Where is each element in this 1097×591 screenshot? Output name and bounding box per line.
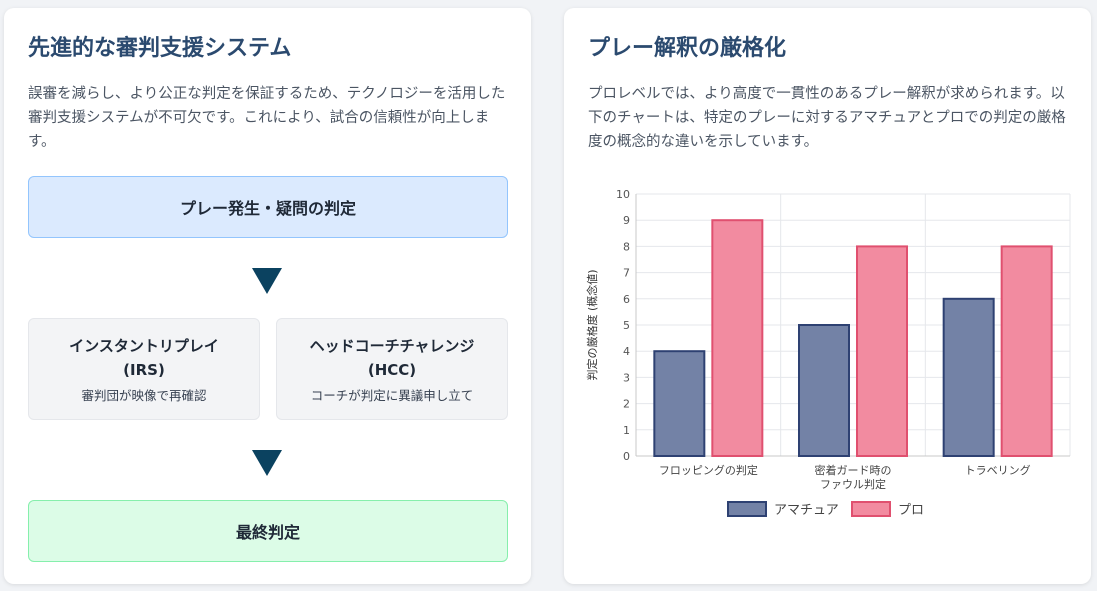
strictness-bar-chart: 0 1 2 3 4 5 6 7 8 9 10 判定の厳格度 (概念値) フロッピングの判定 密着ガード時の… <box>585 188 1071 518</box>
referee-system-card: 先進的な審判支援システム 誤審を減らし、より公正な判定を保証するため、テクノロジ… <box>4 8 531 584</box>
card-description: プロレベルでは、より高度で一貫性のあるプレー解釈が求められます。以下のチャートは… <box>588 86 1066 150</box>
bar-amateur <box>798 324 850 457</box>
flow-step-label: 最終判定 <box>235 523 300 542</box>
flow-step-play: プレー発生・疑問の判定 <box>28 176 508 238</box>
y-tick-label: 9 <box>623 214 630 227</box>
down-arrow-icon <box>252 268 282 294</box>
legend-label: プロ <box>898 503 924 518</box>
card-title: プレー解釈の厳格化 <box>588 36 787 61</box>
y-tick-label: 0 <box>623 450 630 463</box>
y-tick-label: 8 <box>623 240 630 253</box>
interpretation-card: プレー解釈の厳格化 プロレベルでは、より高度で一貫性のあるプレー解釈が求められま… <box>564 8 1091 584</box>
flow-step-label: プレー発生・疑問の判定 <box>179 199 356 218</box>
y-tick-label: 3 <box>623 371 630 384</box>
flow-step-irs: インスタントリプレイ (IRS) 審判団が映像で再確認 <box>28 318 260 420</box>
down-arrow-icon <box>252 450 282 476</box>
x-tick-label: ファウル判定 <box>820 477 886 491</box>
flow-step-final: 最終判定 <box>28 500 508 562</box>
x-tick-label: 密着ガード時の <box>815 463 892 477</box>
y-axis-label: 判定の厳格度 (概念値) <box>585 269 599 380</box>
x-tick-label: フロッピングの判定 <box>659 463 758 477</box>
bar-amateur <box>653 350 706 457</box>
legend-label: アマチュア <box>774 503 839 518</box>
y-tick-label: 2 <box>623 398 630 411</box>
y-tick-label: 5 <box>623 319 630 332</box>
irs-caption: 審判団が映像で再確認 <box>81 388 207 403</box>
bar-pro <box>856 245 908 458</box>
hcc-caption: コーチが判定に異議申し立て <box>310 388 474 403</box>
irs-title: インスタントリプレイ <box>69 337 219 355</box>
card-title: 先進的な審判支援システム <box>28 36 292 61</box>
y-tick-label: 7 <box>623 267 630 280</box>
legend-swatch <box>851 501 891 517</box>
bar-amateur <box>942 297 995 457</box>
hcc-title: ヘッドコーチチャレンジ <box>309 337 475 355</box>
irs-abbr: (IRS) <box>123 361 165 379</box>
legend-swatch <box>727 501 767 517</box>
bar-pro <box>1000 245 1053 458</box>
hcc-abbr: (HCC) <box>367 361 417 379</box>
y-tick-label: 10 <box>616 188 630 201</box>
y-tick-label: 1 <box>623 424 630 437</box>
y-tick-label: 4 <box>623 345 630 358</box>
flow-step-hcc: ヘッドコーチチャレンジ (HCC) コーチが判定に異議申し立て <box>276 318 508 420</box>
bar-pro <box>711 219 764 458</box>
x-tick-label: トラベリング <box>965 463 1031 477</box>
card-description: 誤審を減らし、より公正な判定を保証するため、テクノロジーを活用した審判支援システ… <box>28 86 506 150</box>
y-tick-label: 6 <box>623 293 630 306</box>
